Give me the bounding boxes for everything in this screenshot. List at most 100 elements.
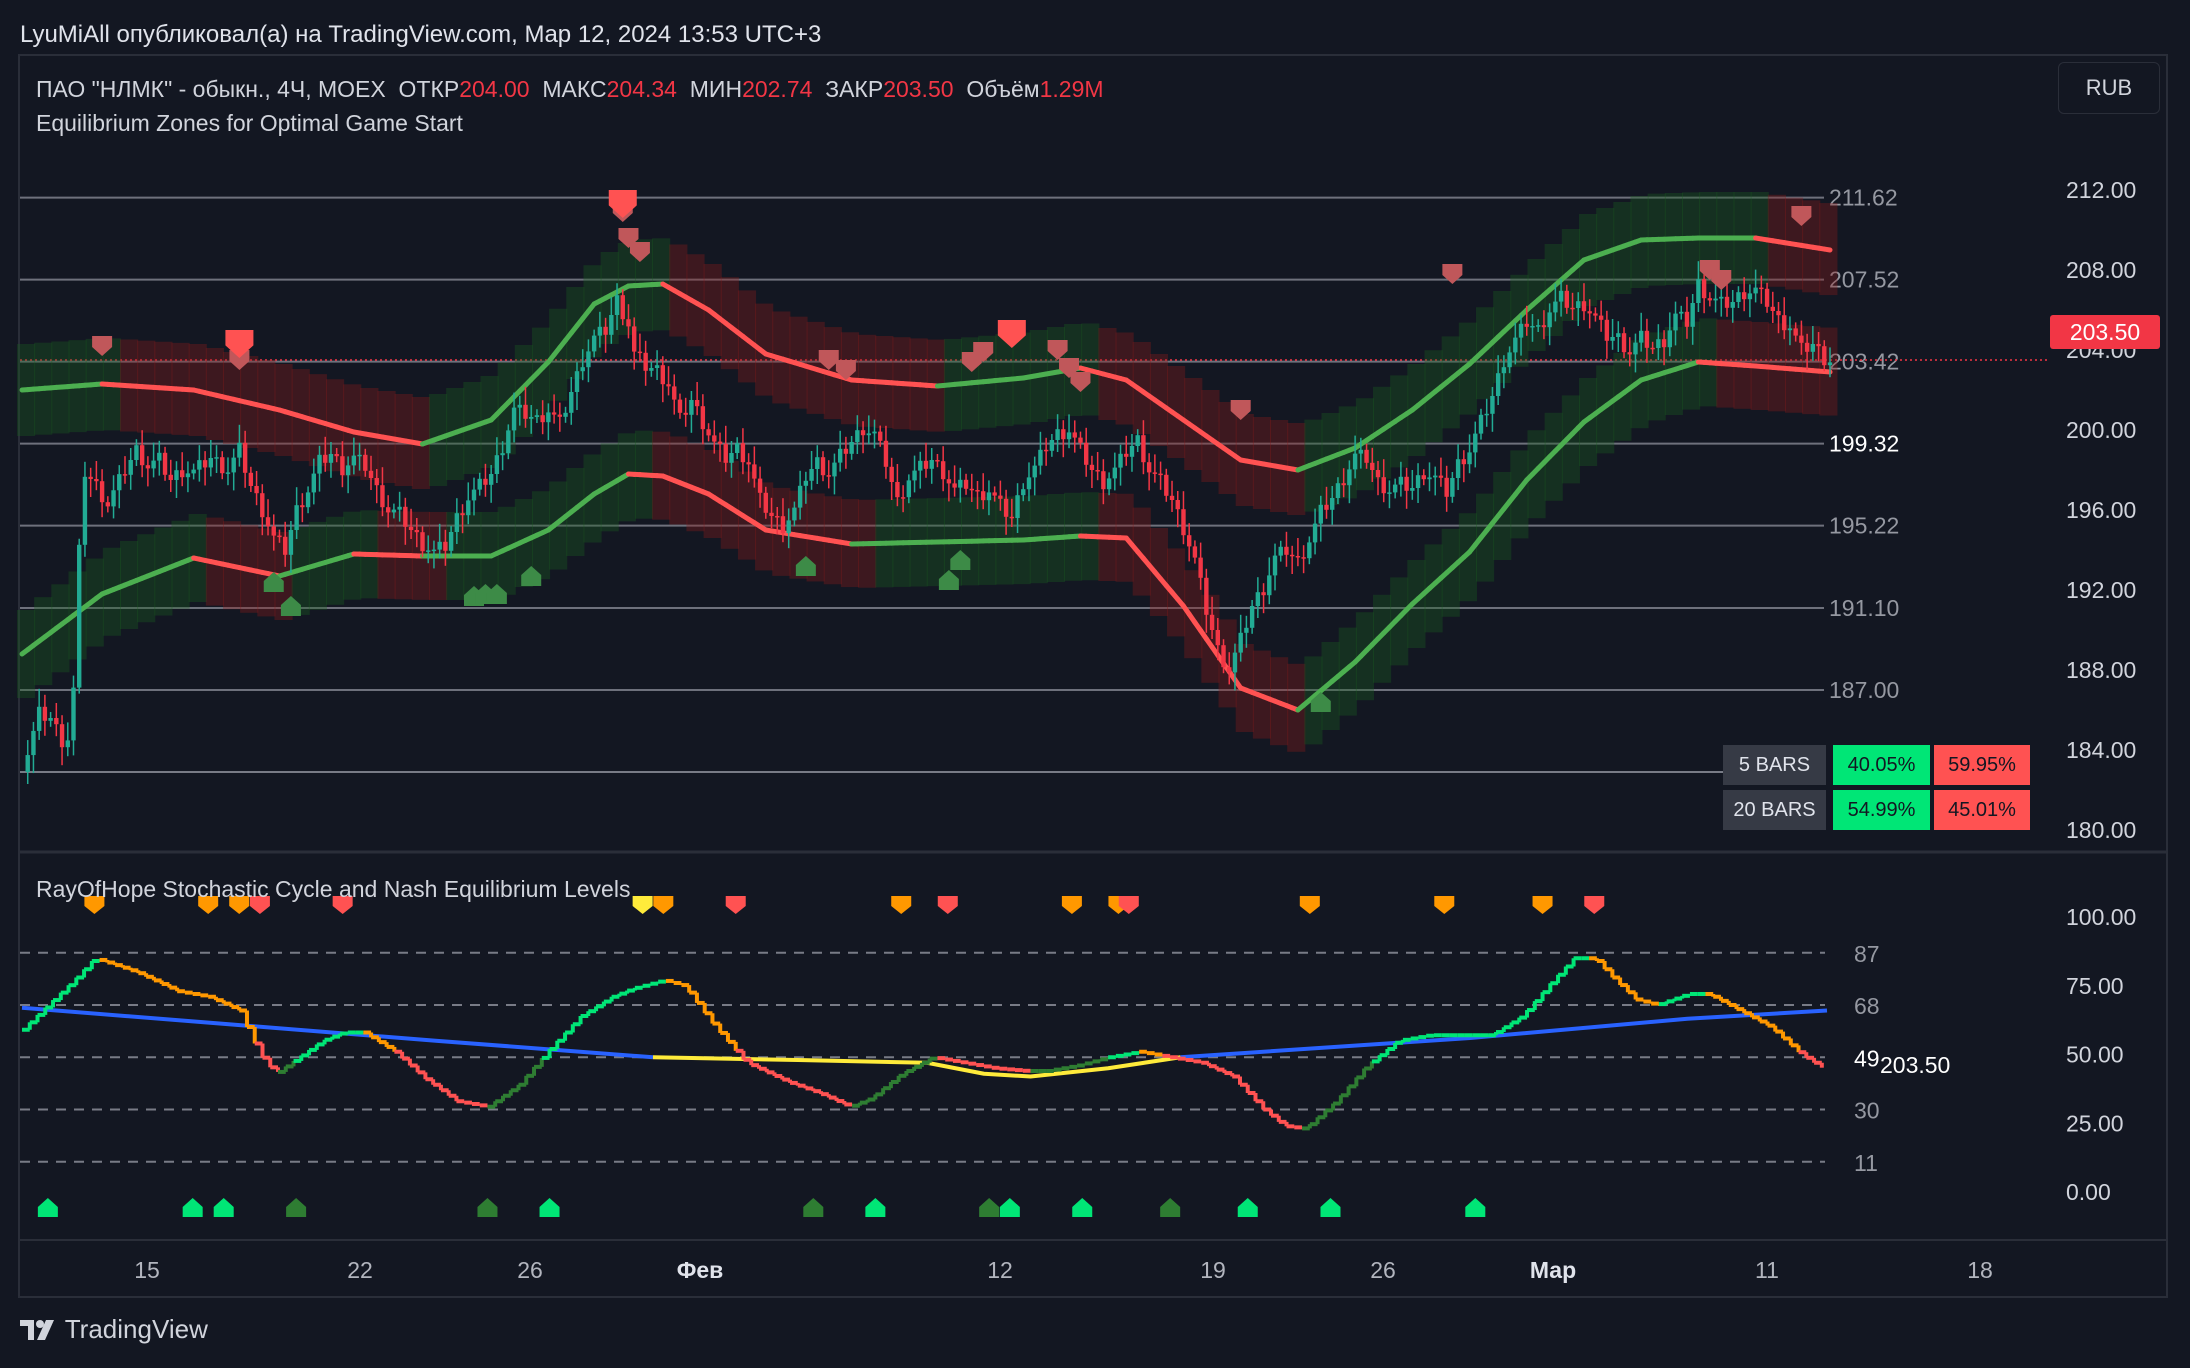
candle-body — [677, 399, 683, 413]
candle-body — [1003, 498, 1009, 517]
brand-name: TradingView — [64, 1314, 208, 1344]
candle-body — [1415, 475, 1421, 488]
upper-band-cell — [497, 362, 516, 455]
lower-band-cell — [1373, 594, 1392, 683]
candle-body — [1358, 449, 1364, 454]
candle-body — [1804, 342, 1810, 352]
osc-level-label: 87 — [1854, 941, 1880, 967]
candle-body — [1278, 546, 1283, 556]
upper-band-cell — [1475, 307, 1495, 400]
lower-band-cell — [583, 454, 602, 543]
upper-band-cell — [1424, 350, 1443, 443]
osc-level-label: 68 — [1854, 993, 1880, 1019]
candle-body — [511, 407, 517, 431]
level-label: 187.00 — [1829, 677, 1899, 703]
candle-body — [300, 505, 305, 508]
candle-body — [134, 445, 139, 460]
nash-equilibrium-line — [21, 1005, 654, 1060]
candle-body — [1719, 296, 1724, 299]
candle-body — [317, 454, 322, 474]
candle-body — [523, 404, 528, 419]
candle-body — [277, 535, 282, 538]
candle-body — [282, 536, 288, 555]
candle-body — [1724, 296, 1730, 308]
low-value: 202.74 — [742, 76, 813, 102]
candle-body — [1089, 464, 1095, 470]
osc-bottom-signal — [477, 1198, 498, 1217]
buy-signal-marker — [795, 556, 816, 576]
candle-body — [517, 404, 522, 408]
candle-body — [1581, 301, 1587, 312]
time-axis-tick: Мар — [1530, 1257, 1576, 1283]
buy-signal-marker — [486, 584, 507, 604]
candle-body — [77, 544, 82, 688]
candle-body — [946, 479, 952, 484]
stats-row-label: 20 BARS — [1723, 790, 1826, 830]
candle-body — [254, 486, 259, 494]
candle-body — [1169, 495, 1175, 500]
candle-body — [443, 541, 448, 551]
candle-body — [1553, 301, 1558, 313]
candle-body — [1701, 279, 1707, 299]
candle-body — [1146, 462, 1152, 473]
candle-body — [208, 458, 214, 468]
open-value: 204.00 — [459, 76, 530, 102]
candle-body — [1713, 298, 1718, 301]
candle-body — [626, 319, 631, 327]
candle-body — [1570, 307, 1575, 310]
candle-body — [1633, 342, 1638, 355]
candle-body — [1398, 476, 1404, 485]
candle-body — [1129, 446, 1135, 457]
currency-button[interactable]: RUB — [2058, 62, 2160, 114]
candle-body — [660, 365, 666, 385]
symbol-name[interactable]: ПАО "НЛМК" - обыкн., 4Ч, MOEX — [36, 76, 386, 102]
candle-body — [380, 485, 385, 508]
sell-signal-marker — [92, 336, 113, 356]
candle-body — [1598, 315, 1604, 320]
nash-equilibrium-line — [1180, 1008, 1828, 1060]
candle-body — [740, 443, 746, 463]
candle-body — [1616, 333, 1621, 337]
candle-body — [1381, 477, 1386, 494]
candle-body — [895, 482, 900, 498]
candle-body — [855, 430, 860, 442]
candle-body — [918, 460, 923, 471]
candle-body — [139, 445, 145, 466]
tradingview-logo[interactable]: TradingView — [20, 1314, 208, 1345]
strong-sell-signal-marker — [225, 330, 254, 358]
candle-body — [431, 549, 437, 552]
candle-body — [426, 550, 431, 552]
candle-body — [1118, 453, 1123, 468]
candle-body — [448, 532, 454, 551]
candle-body — [340, 456, 345, 476]
buy-signal-marker — [280, 596, 301, 616]
candle-body — [843, 448, 849, 454]
candle-body — [666, 384, 671, 387]
indicator-title-top[interactable]: Equilibrium Zones for Optimal Game Start — [36, 110, 463, 136]
indicator-title-bottom[interactable]: RayOfHope Stochastic Cycle and Nash Equi… — [36, 876, 631, 902]
lower-band-cell — [1493, 472, 1512, 560]
time-axis-tick: 26 — [517, 1257, 543, 1283]
lower-band-cell — [1510, 450, 1529, 539]
candle-body — [323, 454, 328, 463]
candle-body — [1038, 449, 1043, 466]
candle-body — [1427, 477, 1432, 480]
osc-bottom-signal — [803, 1198, 824, 1217]
candle-body — [1301, 557, 1306, 559]
candle-body — [809, 469, 814, 481]
candle-body — [311, 473, 316, 493]
candle-body — [803, 480, 809, 486]
candle-body — [923, 460, 929, 469]
candle-body — [597, 326, 603, 336]
candle-body — [1112, 467, 1118, 479]
candle-body — [1518, 323, 1524, 338]
candle-body — [180, 470, 185, 478]
candle-body — [780, 516, 786, 534]
time-axis-tick: 22 — [347, 1257, 373, 1283]
osc-top-signal — [1061, 896, 1082, 914]
candle-body — [1330, 498, 1335, 510]
candle-body — [1764, 288, 1770, 307]
sell-signal-marker — [1070, 372, 1091, 392]
candle-body — [717, 441, 723, 444]
